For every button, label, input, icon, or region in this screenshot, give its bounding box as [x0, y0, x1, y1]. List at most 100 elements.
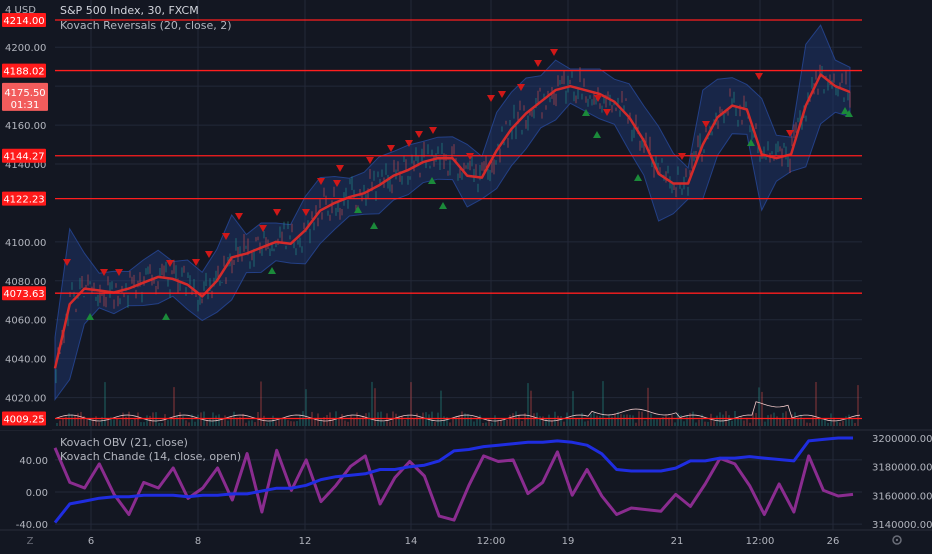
- y-tick-label: 4020.00: [5, 394, 46, 405]
- volume-bar: [446, 417, 448, 426]
- volume-bar: [728, 415, 730, 426]
- settings-gear-icon[interactable]: [892, 535, 902, 545]
- volume-bar: [800, 414, 802, 426]
- sell-marker: [317, 178, 325, 185]
- volume-bar: [416, 413, 418, 426]
- volume-bar: [386, 413, 388, 426]
- volume-bar: [749, 422, 751, 426]
- volume-bar: [59, 420, 61, 426]
- chande-title: Kovach Chande (14, close, open): [60, 450, 241, 463]
- volume-bar: [287, 420, 289, 426]
- volume-bar: [98, 422, 100, 426]
- volume-bar: [437, 412, 439, 426]
- volume-bar: [500, 420, 502, 426]
- volume-bar: [671, 415, 673, 426]
- volume-bar: [527, 383, 529, 426]
- volume-bar: [170, 418, 172, 426]
- volume-bar: [440, 390, 442, 426]
- buy-marker: [593, 131, 601, 138]
- volume-bar: [248, 420, 250, 426]
- volume-bar: [659, 418, 661, 426]
- sell-marker: [387, 145, 395, 152]
- volume-bar: [140, 422, 142, 426]
- obv-title: Kovach OBV (21, close): [60, 436, 188, 449]
- level-price-label: 4009.25: [3, 415, 44, 426]
- volume-bar: [569, 418, 571, 426]
- volume-bar: [530, 390, 532, 426]
- price-grid: [55, 0, 862, 530]
- volume-bar: [629, 414, 631, 426]
- volume-bar: [758, 387, 760, 426]
- volume-bar: [188, 422, 190, 426]
- volume-bar: [245, 422, 247, 426]
- y-tick-label: 3180000.00: [872, 463, 932, 474]
- volume-bar: [662, 417, 664, 426]
- volume-bar: [89, 419, 91, 426]
- volume-bar: [764, 421, 766, 426]
- sell-marker: [466, 153, 474, 160]
- sell-marker: [259, 225, 267, 232]
- volume-bar: [83, 416, 85, 426]
- volume-bar: [746, 417, 748, 426]
- volume-bar: [545, 418, 547, 426]
- volume-bar: [848, 414, 850, 426]
- volume-bar: [524, 413, 526, 426]
- volume-bar: [149, 415, 151, 426]
- volume-bar: [359, 417, 361, 426]
- volume-bar: [701, 414, 703, 426]
- volume-bar: [362, 415, 364, 426]
- sell-marker: [415, 131, 423, 138]
- volume-bar: [467, 414, 469, 426]
- volume-bar: [452, 417, 454, 426]
- volume-bar: [824, 418, 826, 426]
- volume-bar: [131, 420, 133, 426]
- volume-ma-line: [55, 401, 861, 422]
- volume-bar: [113, 419, 115, 426]
- volume-bar: [122, 412, 124, 426]
- volume-bar: [650, 413, 652, 426]
- volume-bar: [842, 420, 844, 426]
- x-tick-label: 26: [827, 536, 840, 547]
- volume-bar: [194, 421, 196, 426]
- volume-bar: [110, 416, 112, 426]
- volume-bar: [455, 416, 457, 426]
- volume-bar: [827, 422, 829, 426]
- x-tick-label: 19: [562, 536, 575, 547]
- sell-marker: [115, 269, 123, 276]
- volume-bar: [332, 417, 334, 426]
- volume-bar: [269, 421, 271, 426]
- volume-bar: [782, 412, 784, 426]
- volume-bar: [731, 420, 733, 426]
- volume-bar: [161, 423, 163, 426]
- volume-bar: [521, 421, 523, 426]
- level-price-label: 4122.23: [3, 195, 44, 206]
- sell-marker: [192, 259, 200, 266]
- volume-bar: [833, 417, 835, 426]
- volume-bar: [626, 414, 628, 426]
- buy-marker: [439, 202, 447, 209]
- volume-bar: [806, 422, 808, 426]
- volume-bar: [560, 416, 562, 426]
- volume-bar: [458, 415, 460, 426]
- level-price-tag: [2, 13, 46, 27]
- volume-bar: [254, 422, 256, 426]
- volume-bar: [167, 420, 169, 426]
- volume-bar: [839, 422, 841, 426]
- volume-bar: [134, 419, 136, 426]
- volume-bar: [191, 414, 193, 426]
- volume-bar: [698, 419, 700, 426]
- volume-bar: [104, 382, 106, 426]
- sell-marker: [302, 209, 310, 216]
- volume-bar: [656, 419, 658, 426]
- volume-bar: [74, 414, 76, 426]
- volume-bar: [275, 421, 277, 426]
- sell-marker: [63, 259, 71, 266]
- volume-bar: [578, 418, 580, 426]
- sell-marker: [594, 95, 602, 102]
- sell-marker: [429, 127, 437, 134]
- volume-bar: [857, 385, 859, 426]
- volume-bar: [608, 414, 610, 426]
- sell-marker: [487, 95, 495, 102]
- level-price-label: 4144.27: [3, 152, 44, 163]
